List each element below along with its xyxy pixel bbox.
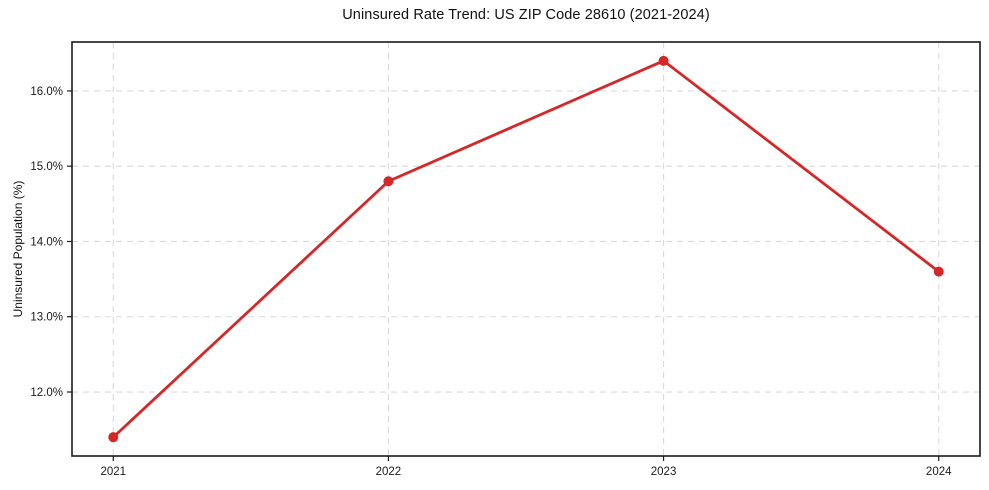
axes-background	[72, 42, 980, 456]
data-point	[383, 176, 394, 187]
chart-title: Uninsured Rate Trend: US ZIP Code 28610 …	[342, 7, 710, 23]
y-tick-label: 13.0%	[30, 312, 63, 324]
x-tick-label: 2021	[100, 466, 126, 478]
y-tick-label: 12.0%	[30, 387, 63, 399]
y-tick-label: 15.0%	[30, 161, 63, 173]
data-points	[108, 55, 944, 443]
y-tick-label: 16.0%	[30, 86, 63, 98]
grid-lines	[72, 42, 980, 456]
x-tick-label: 2024	[926, 466, 952, 478]
x-tick-label: 2023	[651, 466, 677, 478]
tick-labels: 12.0% 13.0% 14.0% 15.0% 16.0% 2021 2022 2023 202…	[30, 86, 952, 478]
x-tick-label: 2022	[376, 466, 402, 478]
axes-border	[71, 41, 981, 457]
tick-marks	[67, 90, 940, 461]
data-point	[658, 55, 669, 66]
data-point	[933, 266, 944, 277]
data-line	[111, 59, 941, 439]
y-tick-label: 14.0%	[30, 236, 63, 248]
data-point	[108, 432, 119, 443]
